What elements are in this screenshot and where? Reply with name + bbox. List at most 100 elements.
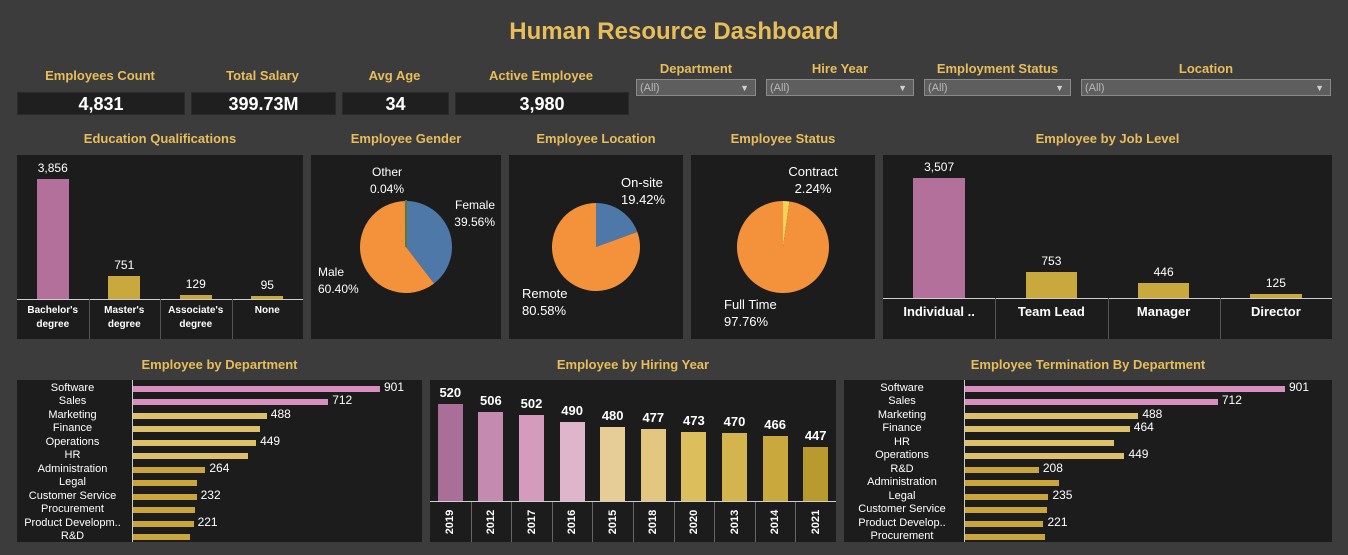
bar-finance (133, 426, 261, 433)
bar-software (133, 386, 380, 392)
gender-chart: Other 0.04% Female 39.56% Male 60.40% (311, 155, 501, 339)
category-label: Sales (58, 395, 87, 408)
bar-associate-s-degree (179, 294, 212, 299)
data-label: 488 (1142, 406, 1163, 421)
bar-sales (133, 399, 329, 406)
slice-percent: 0.04% (369, 182, 405, 196)
job-level-panel-title: Employee by Job Level (1035, 131, 1180, 146)
pie-slice-female (406, 201, 452, 284)
filter-location-label: Location (1178, 61, 1234, 76)
kpi-active-employee-value: 3,980 (455, 92, 629, 115)
divider (633, 501, 634, 542)
data-label: 446 (1153, 264, 1174, 279)
divider (795, 501, 797, 542)
data-label: 232 (200, 487, 221, 502)
slice-label-remote: Remote 80.58% (522, 285, 568, 319)
divider (88, 299, 90, 339)
category-label: Software (880, 382, 924, 394)
slice-percent: 60.40% (318, 282, 359, 296)
category-label: Operations (45, 435, 100, 448)
bar-year-2021 (803, 446, 829, 501)
chevron-down-icon: ▼ (740, 83, 749, 93)
bar-customer-service (965, 507, 1048, 514)
pie-slice-full-time (737, 201, 829, 293)
year-label: 2017 (525, 509, 538, 535)
bar-year-2020 (681, 431, 707, 501)
department-select-value: (All) (640, 82, 660, 94)
category-label: Legal (888, 489, 916, 502)
bar-hr (133, 453, 249, 460)
employment-status-select[interactable]: (All) ▼ (924, 79, 1071, 96)
department-select[interactable]: (All) ▼ (636, 79, 756, 96)
year-label: 2015 (606, 509, 619, 535)
bar-procurement (965, 533, 1045, 540)
kpi-active-employee-label: Active Employee (488, 68, 594, 83)
data-label: 502 (520, 395, 543, 411)
hiring-year-panel-title: Employee by Hiring Year (556, 357, 710, 372)
category-label: Team Lead (1017, 304, 1085, 319)
gender-panel-title: Employee Gender (350, 131, 462, 146)
category-label: Marketing (48, 408, 97, 421)
pie-slice-contract (783, 201, 790, 247)
divider (160, 299, 161, 339)
location-select[interactable]: (All) ▼ (1081, 79, 1331, 96)
year-label: 2013 (728, 509, 741, 535)
data-label: 751 (114, 257, 135, 272)
category-label: Finance (882, 422, 922, 435)
bar-sales (965, 399, 1218, 406)
data-label: 901 (384, 380, 405, 394)
data-label: 470 (723, 414, 746, 430)
hire-year-select-value: (All) (770, 82, 790, 94)
data-label: 95 (260, 278, 274, 293)
data-label: 506 (480, 393, 502, 409)
category-label: Sales (888, 395, 916, 408)
pie-svg (552, 203, 640, 291)
hire-year-select[interactable]: (All) ▼ (766, 79, 914, 96)
bar-year-2018 (640, 429, 666, 501)
bar-administration (133, 466, 206, 473)
slice-name: Other (371, 165, 402, 179)
category-label: Master's degree (104, 305, 145, 330)
filter-employment-status-label: Employment Status (936, 61, 1059, 76)
chevron-down-icon: ▼ (898, 83, 907, 93)
bar-bachelor-s-degree (36, 179, 69, 299)
bar-software (965, 386, 1285, 392)
divider (714, 501, 716, 542)
slice-label-full-time: Full Time 97.76% (724, 296, 777, 330)
kpi-total-salary-value: 399.73M (191, 92, 336, 115)
pie-svg (737, 201, 829, 293)
category-label: Product Develop.. (858, 516, 946, 529)
category-label: HR (894, 435, 910, 448)
divider (551, 501, 553, 542)
slice-percent: 80.58% (522, 303, 567, 318)
termination-chart: Software 901 Sales 712 Marketing 488 Finance 46… (844, 380, 1332, 542)
data-label: 753 (1041, 254, 1062, 269)
category-label: Product Developm.. (24, 516, 121, 529)
category-label: Bachelor's degree (27, 305, 79, 330)
kpi-avg-age-value: 34 (342, 92, 449, 115)
data-label: 712 (1221, 393, 1242, 408)
location-panel-title: Employee Location (536, 131, 656, 146)
slice-name: Female (454, 198, 495, 212)
bar-product-developm (133, 520, 194, 527)
category-label: None (254, 305, 280, 316)
bar-year-2012 (478, 412, 504, 501)
divider (470, 501, 472, 542)
bar-team-lead (1025, 272, 1078, 298)
slice-name: Contract (788, 164, 838, 179)
pie-svg (360, 199, 452, 293)
slice-percent: 2.24% (794, 181, 832, 196)
data-label: 449 (260, 433, 281, 448)
divider (754, 501, 756, 542)
slice-percent: 39.56% (454, 215, 495, 229)
data-label: 901 (1289, 380, 1310, 394)
category-label: Customer Service (28, 489, 117, 502)
category-label: HR (64, 449, 81, 462)
data-label: 473 (683, 412, 705, 428)
slice-name: Remote (522, 286, 568, 301)
divider (1107, 298, 1109, 339)
bar-hr (965, 439, 1115, 446)
bar-r-d (965, 466, 1039, 473)
chevron-down-icon: ▼ (1315, 83, 1324, 93)
bar-year-2014 (762, 435, 788, 501)
